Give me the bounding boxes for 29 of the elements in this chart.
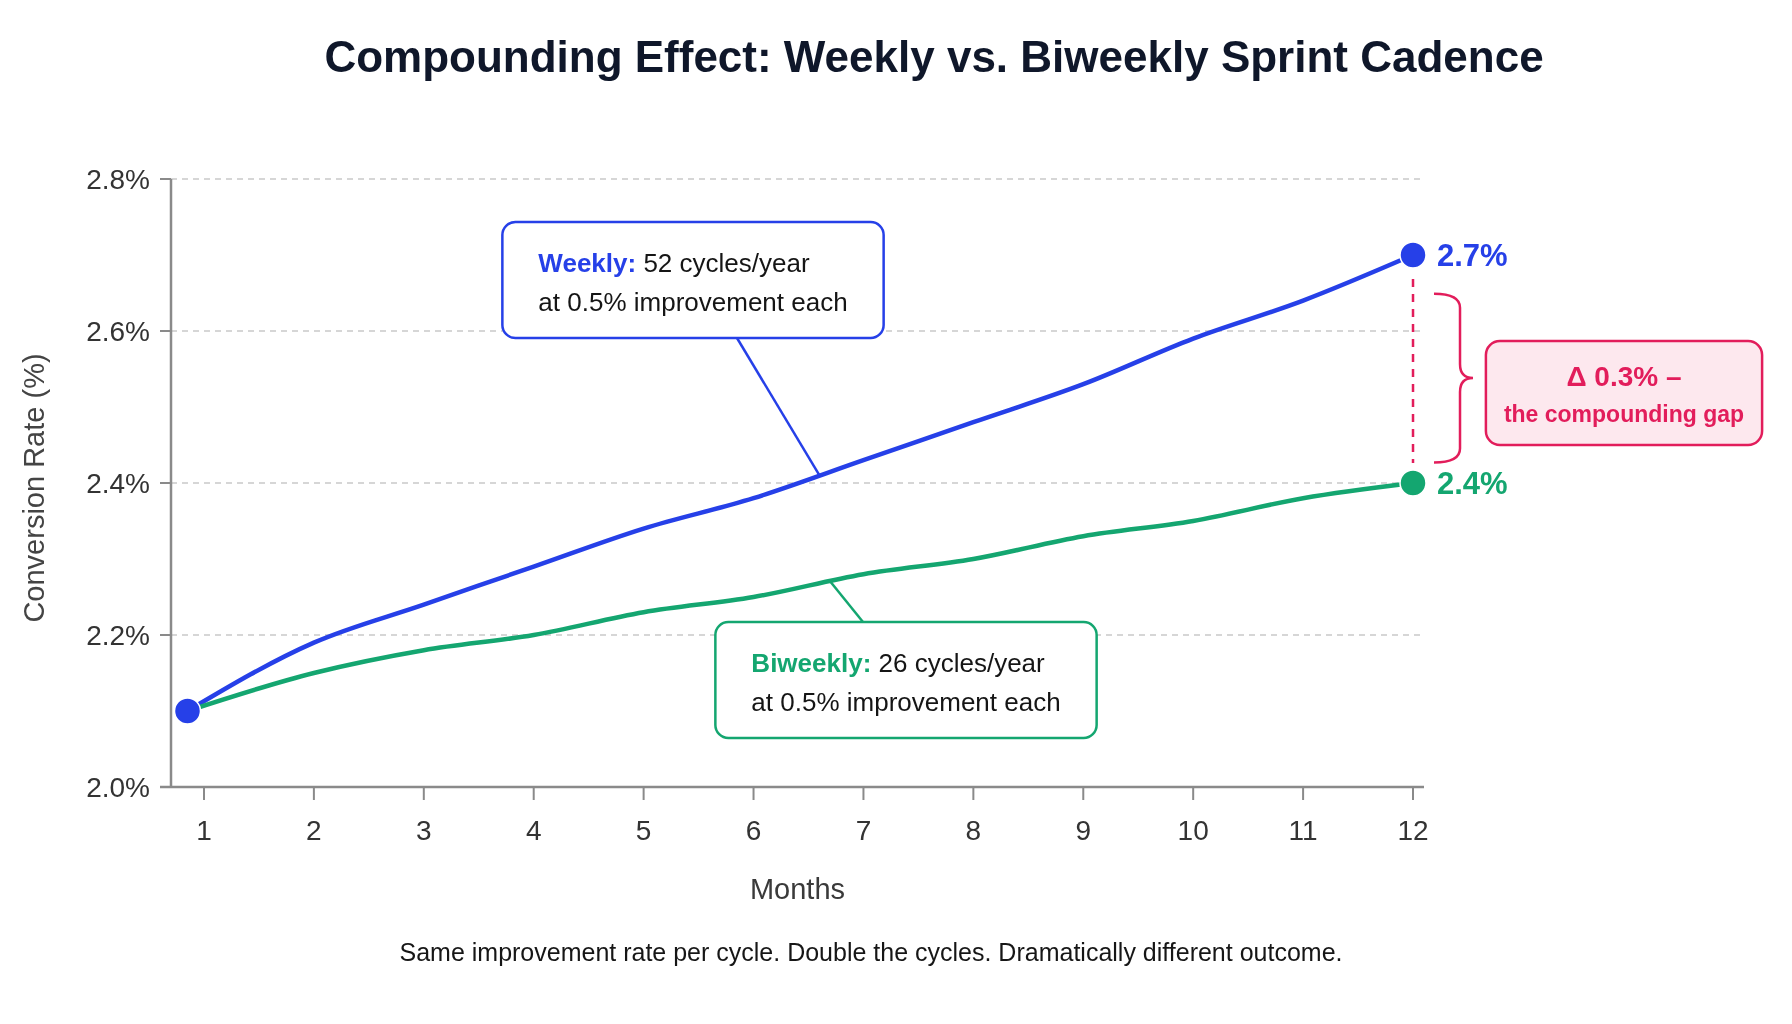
x-tick-label: 8	[965, 815, 982, 846]
y-tick-label: 2.8%	[86, 164, 150, 195]
point	[1399, 241, 1427, 269]
chart-title: Compounding Effect: Weekly vs. Biweekly Sprint Cadence	[324, 32, 1544, 81]
x-tick-label: 9	[1075, 815, 1092, 846]
x-tick-label: 1	[196, 815, 212, 846]
y-tick-label: 2.0%	[86, 772, 150, 803]
y-tick-label: 2.2%	[86, 620, 150, 651]
point	[173, 697, 202, 725]
y-tick-label: 2.4%	[86, 468, 150, 499]
x-tick-label: 10	[1177, 815, 1209, 846]
point	[1399, 469, 1427, 497]
text: Same improvement rate per cycle. Double the cycles. Dramatically different outcome.	[399, 938, 1343, 966]
y-axis-title: Conversion Rate (%)	[18, 353, 50, 623]
data-label: 2.4%	[1437, 466, 1508, 501]
x-tick-label: 12	[1397, 815, 1429, 846]
text: Weekly:	[538, 248, 644, 278]
x-tick-label: 5	[635, 815, 652, 846]
x-axis-title: Months	[749, 873, 846, 905]
x-tick-label: 2	[306, 815, 322, 846]
data-label: 2.7%	[1437, 238, 1508, 273]
x-tick-label: 6	[745, 815, 762, 846]
x-tick-label: 7	[855, 815, 872, 846]
x-tick-label: 11	[1288, 815, 1318, 846]
y-tick-label: 2.6%	[86, 316, 150, 347]
x-tick-label: 4	[525, 815, 542, 846]
legend-label: Biweekly:	[751, 648, 879, 678]
x-tick-label: 3	[416, 815, 432, 846]
text: Δ 0.3% – the compounding gap	[1503, 361, 1745, 427]
